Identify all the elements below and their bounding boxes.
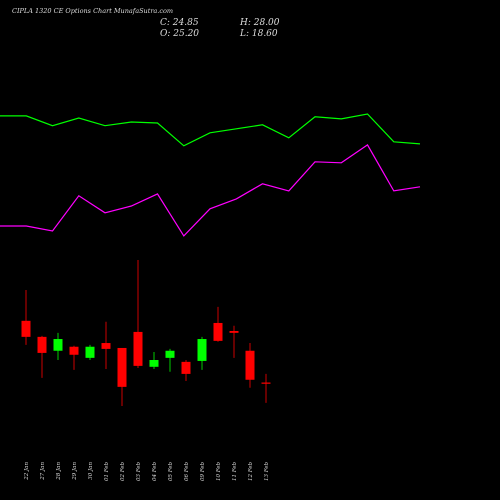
x-tick-label: 03 Feb [136, 462, 142, 482]
candle-body [69, 346, 79, 355]
candle-body [85, 346, 95, 358]
stat: O: 25.20 [160, 29, 199, 39]
x-tick-label: 02 Feb [120, 462, 126, 482]
candle-body [21, 320, 31, 337]
x-tick-label: 29 Jan [72, 462, 78, 481]
candle-body [181, 361, 191, 374]
x-tick-label: 13 Feb [264, 462, 270, 482]
candle-body [117, 347, 127, 387]
candle-body [165, 350, 175, 358]
chart-title: CIPLA 1320 CE Options Chart MunafaSutra.… [12, 7, 173, 15]
x-tick-label: 09 Feb [200, 462, 206, 482]
candle-body [53, 339, 63, 351]
candle-body [149, 360, 159, 367]
candle-body [101, 343, 111, 349]
candle-body [133, 331, 143, 366]
x-tick-label: 30 Jan [88, 462, 94, 480]
candle-body [245, 350, 255, 380]
x-tick-label: 04 Feb [152, 462, 158, 482]
x-tick-label: 27 Jan [40, 462, 46, 481]
x-tick-label: 01 Feb [104, 462, 110, 482]
stat: C: 24.85 [160, 18, 199, 28]
stat: L: 18.60 [239, 29, 278, 39]
candle-body [213, 322, 223, 341]
x-tick-label: 22 Jan [24, 462, 30, 481]
x-tick-label: 05 Feb [168, 462, 174, 482]
x-tick-label: 12 Feb [248, 462, 254, 482]
x-tick-label: 11 Feb [232, 462, 238, 482]
candle-body [197, 339, 207, 361]
candle-body [261, 382, 271, 384]
candle-body [37, 336, 47, 353]
x-tick-label: 10 Feb [216, 462, 222, 482]
stat: H: 28.00 [239, 18, 280, 28]
x-tick-label: 06 Feb [184, 462, 190, 482]
line-series [0, 144, 421, 237]
x-tick-label: 28 Jan [56, 462, 62, 481]
candle-body [229, 330, 239, 333]
line-series [0, 113, 421, 147]
